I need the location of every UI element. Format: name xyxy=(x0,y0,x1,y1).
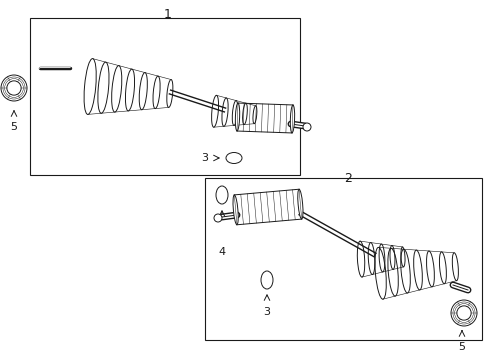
Bar xyxy=(30,18,300,175)
Text: 5: 5 xyxy=(459,342,466,352)
Circle shape xyxy=(1,75,27,101)
Circle shape xyxy=(451,300,477,326)
Ellipse shape xyxy=(291,105,294,133)
Text: 4: 4 xyxy=(219,247,225,257)
Text: 2: 2 xyxy=(344,172,352,185)
Ellipse shape xyxy=(233,195,238,225)
Text: 5: 5 xyxy=(10,122,18,132)
Text: 3: 3 xyxy=(201,153,208,163)
Ellipse shape xyxy=(298,189,303,219)
Text: 3: 3 xyxy=(264,307,270,317)
Ellipse shape xyxy=(214,214,222,222)
Bar xyxy=(205,178,482,340)
Text: 1: 1 xyxy=(164,8,172,21)
Ellipse shape xyxy=(303,123,311,131)
Ellipse shape xyxy=(235,103,240,131)
